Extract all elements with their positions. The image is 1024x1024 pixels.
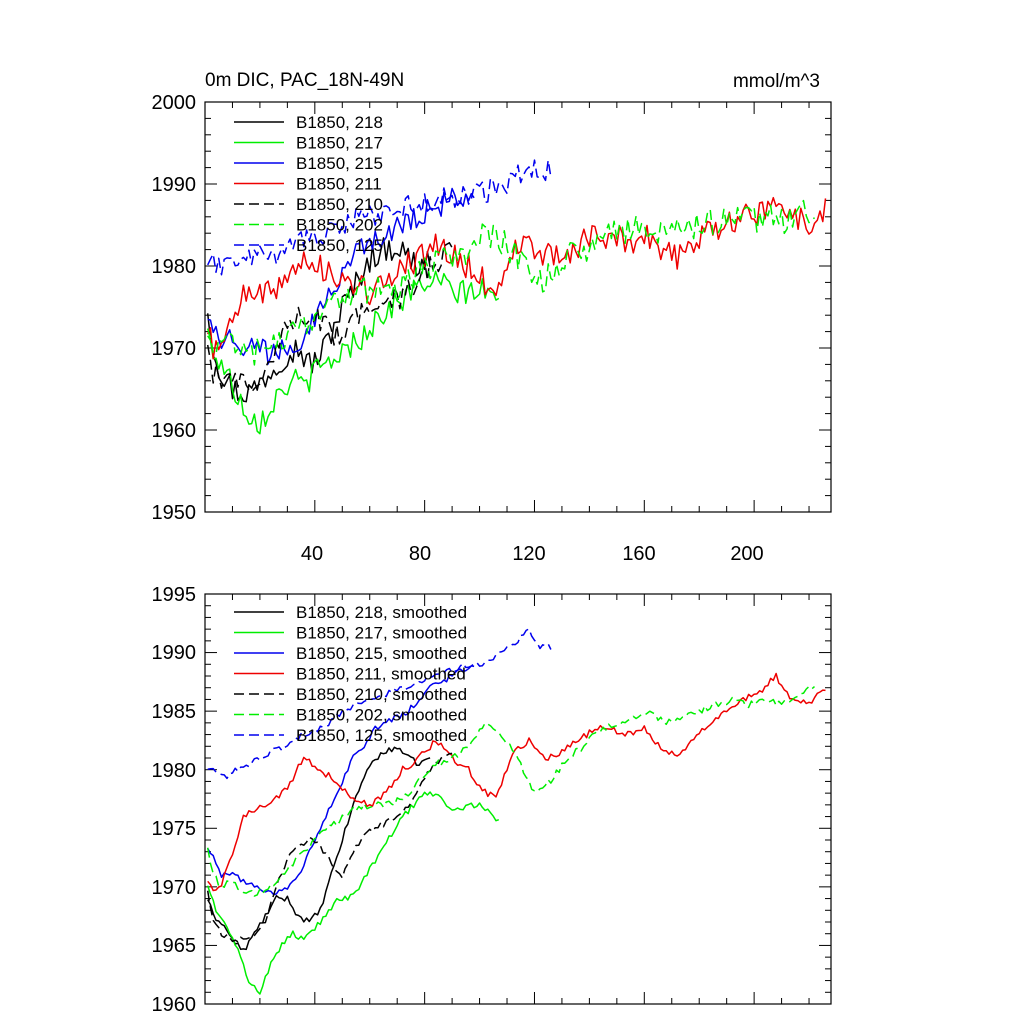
legend-label: B1850, 210 [296, 195, 383, 214]
y-tick-label: 1975 [152, 818, 197, 840]
bottom-chart: B1850, 218, smoothed B1850, 217, smoothed… [152, 584, 832, 1016]
y-tick-label: 1970 [152, 338, 197, 360]
x-tick-label: 160 [622, 543, 655, 565]
x-tick-labels: 40 80 120 160 200 [301, 543, 764, 565]
legend-label: B1850, 202 [296, 216, 383, 235]
y-tick-label: 1980 [152, 760, 197, 782]
x-tick-label: 200 [730, 543, 763, 565]
series-line-3 [207, 196, 827, 360]
legend-label: B1850, 215 [296, 154, 383, 173]
top-chart: 0m DIC, PAC_18N-49N mmol/m^3 B1850, 218B… [152, 70, 832, 565]
series-group [206, 159, 827, 435]
chart-title: 0m DIC, PAC_18N-49N [205, 70, 404, 91]
series-line-1 [207, 270, 500, 435]
series-line-2 [207, 665, 475, 896]
legend-label: B1850, 217 [296, 134, 383, 153]
series-line-4 [206, 242, 453, 393]
axis-ticks [205, 101, 831, 513]
y-tick-label: 1960 [152, 994, 197, 1016]
y-tick-label: 1990 [152, 174, 197, 196]
y-tick-label: 1970 [152, 877, 197, 899]
legend-label: B1850, 125, smoothed [296, 726, 467, 745]
y-tick-label: 1985 [152, 701, 197, 723]
y-tick-label: 1980 [152, 256, 197, 278]
series-line-4 [206, 752, 453, 943]
series-line-6 [207, 159, 552, 276]
legend-label: B1850, 125 [296, 236, 383, 255]
series-line-5 [206, 685, 815, 897]
series-line-0 [207, 746, 431, 951]
series-group [206, 628, 826, 995]
legend-label: B1850, 211 [296, 175, 382, 194]
series-line-1 [206, 791, 500, 995]
y-tick-label: 1965 [152, 935, 197, 957]
y-tick-label: 1990 [152, 642, 197, 664]
legend-label: B1850, 215, smoothed [296, 644, 467, 663]
y-tick-labels: 1950 1960 1970 1980 1990 2000 [152, 92, 197, 524]
series-line-6 [207, 628, 552, 780]
axis-ticks [205, 593, 831, 1005]
series-line-3 [207, 672, 826, 892]
y-tick-label: 1950 [152, 502, 197, 524]
legend-label: B1850, 202, smoothed [296, 706, 467, 725]
x-tick-label: 120 [512, 543, 545, 565]
legend-label: B1850, 218 [296, 113, 383, 132]
legend-label: B1850, 218, smoothed [296, 603, 467, 622]
y-tick-label: 2000 [152, 92, 197, 114]
series-line-5 [206, 199, 816, 366]
legend-label: B1850, 211, smoothed [296, 665, 466, 684]
chart-units: mmol/m^3 [733, 71, 820, 92]
x-tick-label: 40 [301, 543, 323, 565]
y-tick-label: 1995 [152, 584, 197, 606]
x-tick-label: 80 [409, 543, 431, 565]
legend: B1850, 218, smoothed B1850, 217, smoothed… [234, 603, 467, 745]
y-tick-labels: 1960 1965 1970 1975 1980 1985 1990 1995 [152, 584, 197, 1016]
legend-label: B1850, 210, smoothed [296, 685, 467, 704]
plot-area-border [204, 101, 832, 513]
y-tick-label: 1960 [152, 420, 197, 442]
plot-area-border [204, 593, 832, 1005]
legend-label: B1850, 217, smoothed [296, 624, 467, 643]
